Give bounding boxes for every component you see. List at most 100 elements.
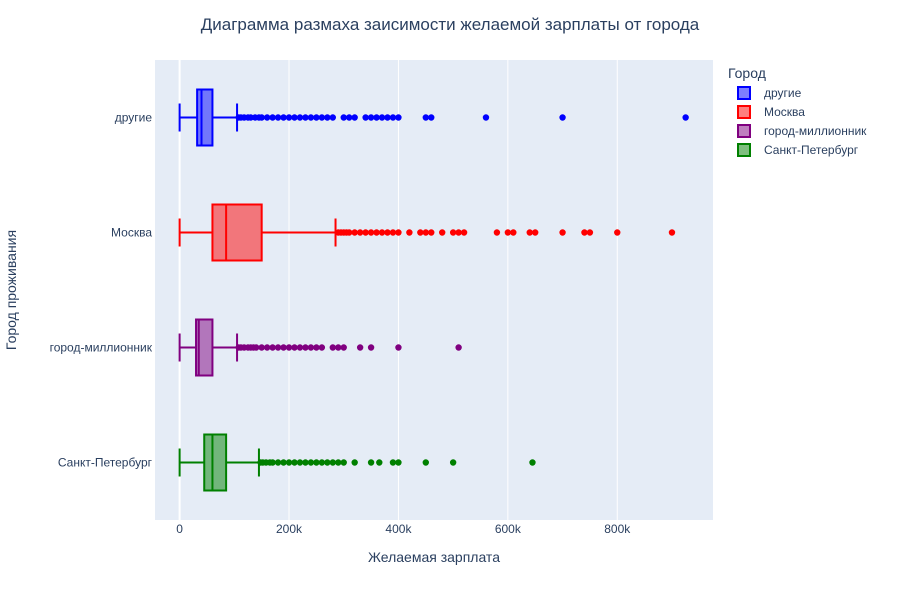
plot-area <box>155 60 713 520</box>
legend-item: Санкт-Петербург <box>737 143 859 157</box>
outlier-point <box>335 344 342 351</box>
outlier-point <box>439 229 446 236</box>
outlier-point <box>329 344 336 351</box>
outlier-point <box>586 229 594 236</box>
outlier-point <box>395 344 402 351</box>
x-tick-label: 200k <box>276 522 303 536</box>
y-tick-label: другие <box>115 111 153 125</box>
legend: Город другие Москва город-миллионник Санкт-… <box>728 65 867 157</box>
outlier-point <box>422 114 429 121</box>
outlier-point <box>291 114 298 121</box>
outlier-point <box>274 459 282 466</box>
outlier-point <box>346 114 353 121</box>
outlier-point <box>389 459 397 466</box>
outlier-point <box>373 229 380 236</box>
outlier-point <box>269 114 276 121</box>
outlier-point <box>302 344 309 351</box>
outlier-point <box>389 114 397 121</box>
box-iqr <box>203 433 228 492</box>
x-tick-label: 600k <box>495 522 522 536</box>
outlier-point <box>302 459 309 466</box>
outlier-point <box>406 229 413 236</box>
outlier-point <box>351 459 358 466</box>
outlier-point <box>559 229 566 236</box>
chart-title: Диаграмма размаха заисимости желаемой за… <box>201 15 700 34</box>
x-axis-ticks: 0 200k 400k 600k 800k <box>176 522 631 536</box>
box-trace <box>178 203 676 262</box>
outlier-point <box>247 114 254 121</box>
outlier-point <box>263 344 271 351</box>
box-trace <box>178 318 462 377</box>
outlier-point <box>559 114 566 121</box>
box-trace <box>178 88 689 147</box>
legend-label: другие <box>764 86 802 100</box>
outlier-point <box>395 229 402 236</box>
outlier-point <box>384 114 391 121</box>
outlier-point <box>291 459 298 466</box>
y-tick-label: город-миллионник <box>50 341 153 355</box>
outlier-point <box>258 114 265 121</box>
outlier-point <box>258 344 265 351</box>
outlier-point <box>581 229 588 236</box>
y-axis-title: Город проживания <box>3 230 19 350</box>
outlier-point <box>324 459 331 466</box>
outlier-point <box>263 114 271 121</box>
outlier-point <box>296 344 304 351</box>
outlier-point <box>389 229 397 236</box>
legend-label: город-миллионник <box>764 124 867 138</box>
x-tick-label: 400k <box>385 522 412 536</box>
legend-swatch <box>737 105 751 119</box>
box-traces <box>178 88 689 492</box>
outlier-point <box>460 229 468 236</box>
outlier-point <box>346 229 353 236</box>
outlier-point <box>318 114 326 121</box>
outlier-point <box>351 114 358 121</box>
legend-swatch <box>737 143 751 157</box>
outlier-point <box>335 459 342 466</box>
y-axis-ticks: другие Москва город-миллионник Санкт-Петерб… <box>50 111 153 470</box>
legend-item: город-миллионник <box>737 124 867 138</box>
outlier-point <box>493 229 501 236</box>
outlier-point <box>395 114 402 121</box>
outlier-point <box>269 344 276 351</box>
outlier-point <box>395 459 402 466</box>
outlier-point <box>356 344 364 351</box>
outlier-point <box>324 114 331 121</box>
y-tick-label: Санкт-Петербург <box>58 456 153 470</box>
outlier-point <box>269 459 276 466</box>
x-tick-label: 0 <box>176 522 183 536</box>
outlier-point <box>307 459 315 466</box>
box-iqr <box>211 203 263 262</box>
outlier-point <box>428 229 435 236</box>
outlier-point <box>378 229 386 236</box>
outlier-point <box>285 114 293 121</box>
outlier-point <box>532 229 539 236</box>
outlier-point <box>253 344 260 351</box>
outlier-point <box>340 114 347 121</box>
outlier-point <box>384 229 391 236</box>
outlier-point <box>614 229 621 236</box>
outlier-point <box>526 229 533 236</box>
outlier-point <box>482 114 490 121</box>
outlier-point <box>367 114 375 121</box>
legend-label: Санкт-Петербург <box>764 143 859 157</box>
legend-swatch <box>737 86 751 100</box>
outlier-point <box>313 459 320 466</box>
outlier-point <box>428 114 435 121</box>
outlier-point <box>280 459 287 466</box>
outlier-point <box>367 344 375 351</box>
grid-lines <box>178 60 618 520</box>
outlier-point <box>296 459 304 466</box>
legend-item: другие <box>737 86 802 100</box>
outlier-point <box>682 114 689 121</box>
outlier-point <box>367 229 375 236</box>
y-tick-label: Москва <box>111 226 152 240</box>
outlier-point <box>313 114 320 121</box>
x-axis-title: Желаемая зарплата <box>368 549 500 565</box>
outlier-point <box>455 344 462 351</box>
outlier-point <box>417 229 424 236</box>
legend-title: Город <box>728 65 766 81</box>
legend-item: Москва <box>737 105 805 119</box>
outlier-point <box>274 114 282 121</box>
outlier-point <box>307 344 315 351</box>
